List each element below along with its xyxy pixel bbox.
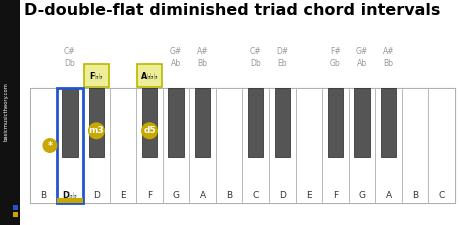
Text: F$\flat\flat$: F$\flat\flat$ [89,70,103,81]
Circle shape [141,122,158,139]
Text: D$\flat\flat$: D$\flat\flat$ [62,190,78,200]
Bar [136,88,162,203]
Bar [269,88,295,203]
Bar [30,88,56,203]
Bar [56,88,83,203]
Bar [56,198,83,203]
Bar [247,88,263,157]
Bar [353,88,369,157]
Circle shape [88,122,105,139]
Bar [375,88,401,203]
Bar [242,88,269,203]
Text: A$\flat\flat\flat$: A$\flat\flat\flat$ [140,70,159,81]
Text: C#: C# [249,47,261,56]
Text: Bb: Bb [383,58,393,68]
Text: A#: A# [196,47,208,56]
Text: Bb: Bb [197,58,207,68]
Bar [348,88,375,203]
Bar [401,88,427,203]
Bar [13,212,18,217]
Bar [62,88,78,157]
Text: G#: G# [169,47,182,56]
Bar [56,88,83,203]
Bar [109,88,136,203]
Text: A#: A# [382,47,393,56]
Text: Ab: Ab [356,58,366,68]
Text: Db: Db [64,58,75,68]
Text: E: E [305,191,311,200]
Bar [295,88,321,203]
Bar [168,88,184,157]
Text: A: A [385,191,391,200]
Text: F: F [332,191,337,200]
Text: d5: d5 [143,126,156,135]
Text: Db: Db [250,58,261,68]
Text: D: D [278,191,285,200]
Text: C: C [437,191,444,200]
Text: A: A [199,191,205,200]
Bar [137,64,162,87]
Text: D: D [93,191,100,200]
Bar [0,0,20,225]
Bar [427,88,454,203]
Bar [189,88,215,203]
Text: G#: G# [355,47,367,56]
Text: G: G [172,191,179,200]
Bar [89,88,104,157]
Text: B: B [411,191,417,200]
Bar [274,88,290,157]
Text: *: * [47,140,52,151]
Text: basicmusictheory.com: basicmusictheory.com [4,83,8,142]
Text: C#: C# [64,47,75,56]
Circle shape [42,138,57,153]
Text: m3: m3 [89,126,104,135]
Bar [141,88,157,157]
Text: F: F [146,191,152,200]
Bar [321,88,348,203]
Text: F#: F# [330,47,340,56]
Bar [327,88,342,157]
Bar [83,88,109,203]
Bar [162,88,189,203]
Text: C: C [252,191,258,200]
Bar [84,64,109,87]
Text: G: G [358,191,365,200]
Text: Ab: Ab [171,58,181,68]
Bar [195,88,210,157]
Bar [380,88,396,157]
Text: Gb: Gb [330,58,340,68]
Text: D#: D# [275,47,288,56]
Text: Eb: Eb [277,58,286,68]
Text: D-double-flat diminished triad chord intervals: D-double-flat diminished triad chord int… [24,3,439,18]
Text: B: B [226,191,232,200]
Bar [30,88,454,203]
Text: E: E [120,191,125,200]
Text: B: B [40,191,46,200]
Bar [215,88,242,203]
Bar [13,205,18,210]
